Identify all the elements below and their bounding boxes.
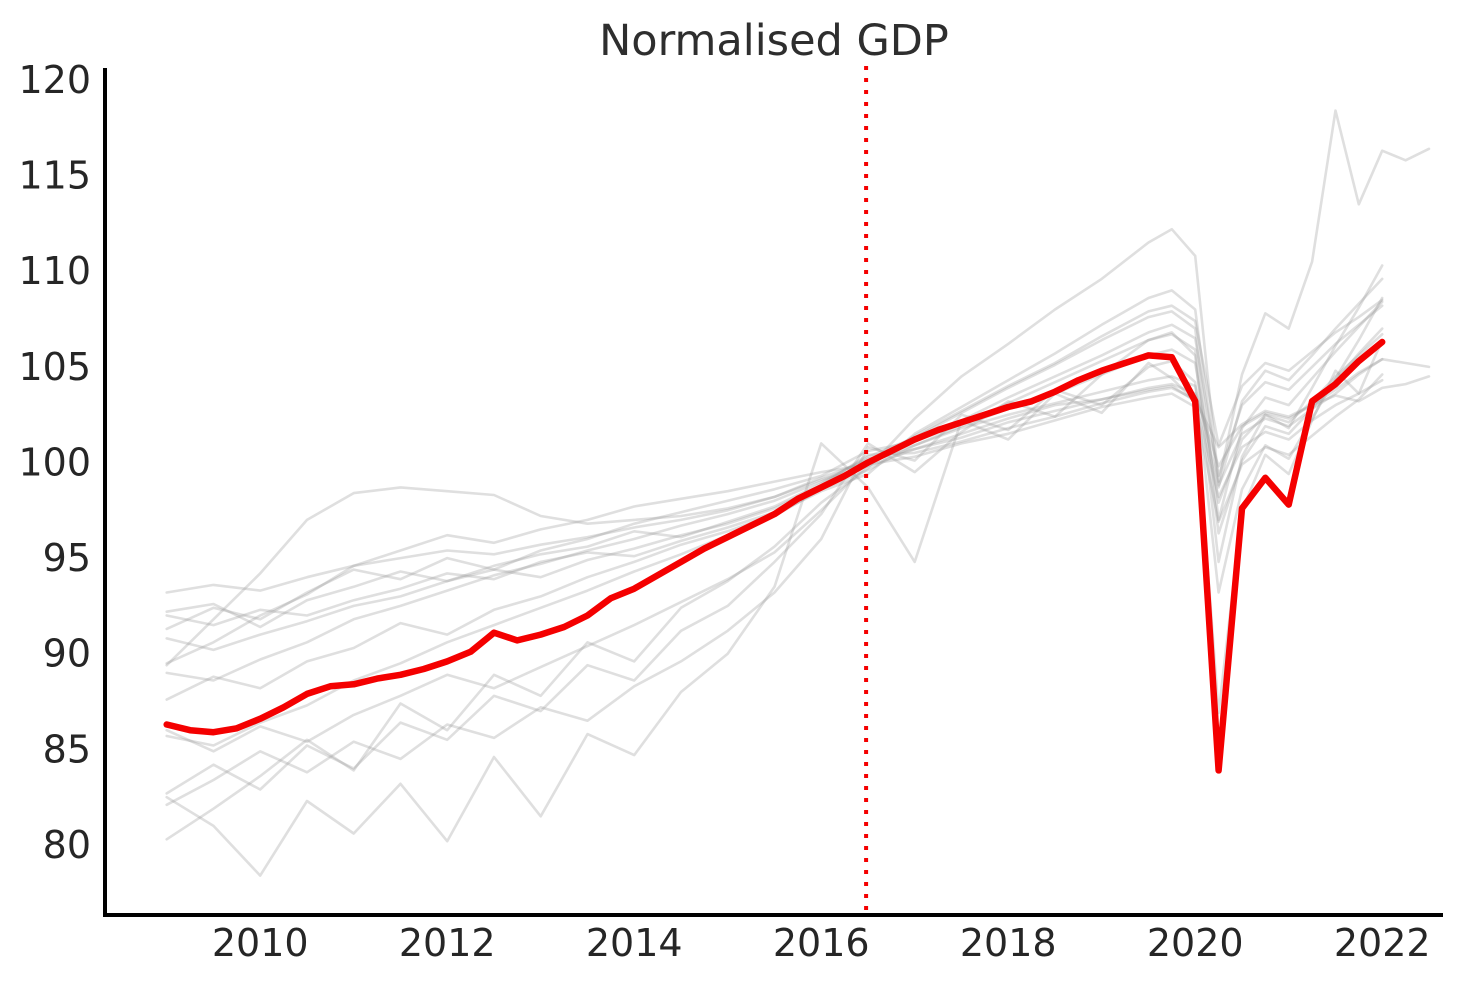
highlighted-series-group: [163, 338, 1386, 774]
background-series-line: [165, 304, 1384, 629]
y-tick-label: 115: [18, 154, 91, 198]
background-series-line: [165, 327, 1384, 631]
background-series-line: [165, 264, 1384, 795]
highlighted-series-line: [163, 338, 1386, 774]
x-tick-label: 2018: [960, 921, 1057, 965]
x-tick-label: 2010: [212, 921, 309, 965]
background-series-line: [165, 373, 1384, 753]
chart-title: Normalised GDP: [599, 16, 949, 66]
x-tick-label: 2016: [773, 921, 870, 965]
x-tick-label: 2012: [399, 921, 496, 965]
background-series-line: [165, 338, 1384, 877]
tick-labels-group: 80 85 90 95 100 105 110 115 120 2010 2012 2014 2016 2…: [18, 58, 1430, 965]
y-tick-label: 105: [18, 345, 91, 389]
x-tick-label: 2020: [1147, 921, 1244, 965]
y-tick-label: 80: [43, 823, 91, 867]
x-tick-label: 2022: [1334, 921, 1431, 965]
y-tick-label: 100: [18, 440, 91, 484]
background-series-group: [165, 109, 1431, 877]
background-series-line: [165, 375, 1431, 652]
y-tick-label: 90: [43, 632, 91, 676]
background-series-line: [165, 378, 1384, 667]
axes-group: [103, 68, 1443, 917]
x-tick-label: 2014: [586, 921, 683, 965]
y-tick-label: 110: [18, 249, 91, 293]
background-series-line: [165, 357, 1431, 682]
background-series-line: [165, 332, 1384, 627]
y-tick-label: 95: [43, 536, 91, 580]
y-tick-label: 85: [43, 727, 91, 771]
y-tick-label: 120: [18, 58, 91, 102]
background-series-line: [165, 109, 1431, 841]
